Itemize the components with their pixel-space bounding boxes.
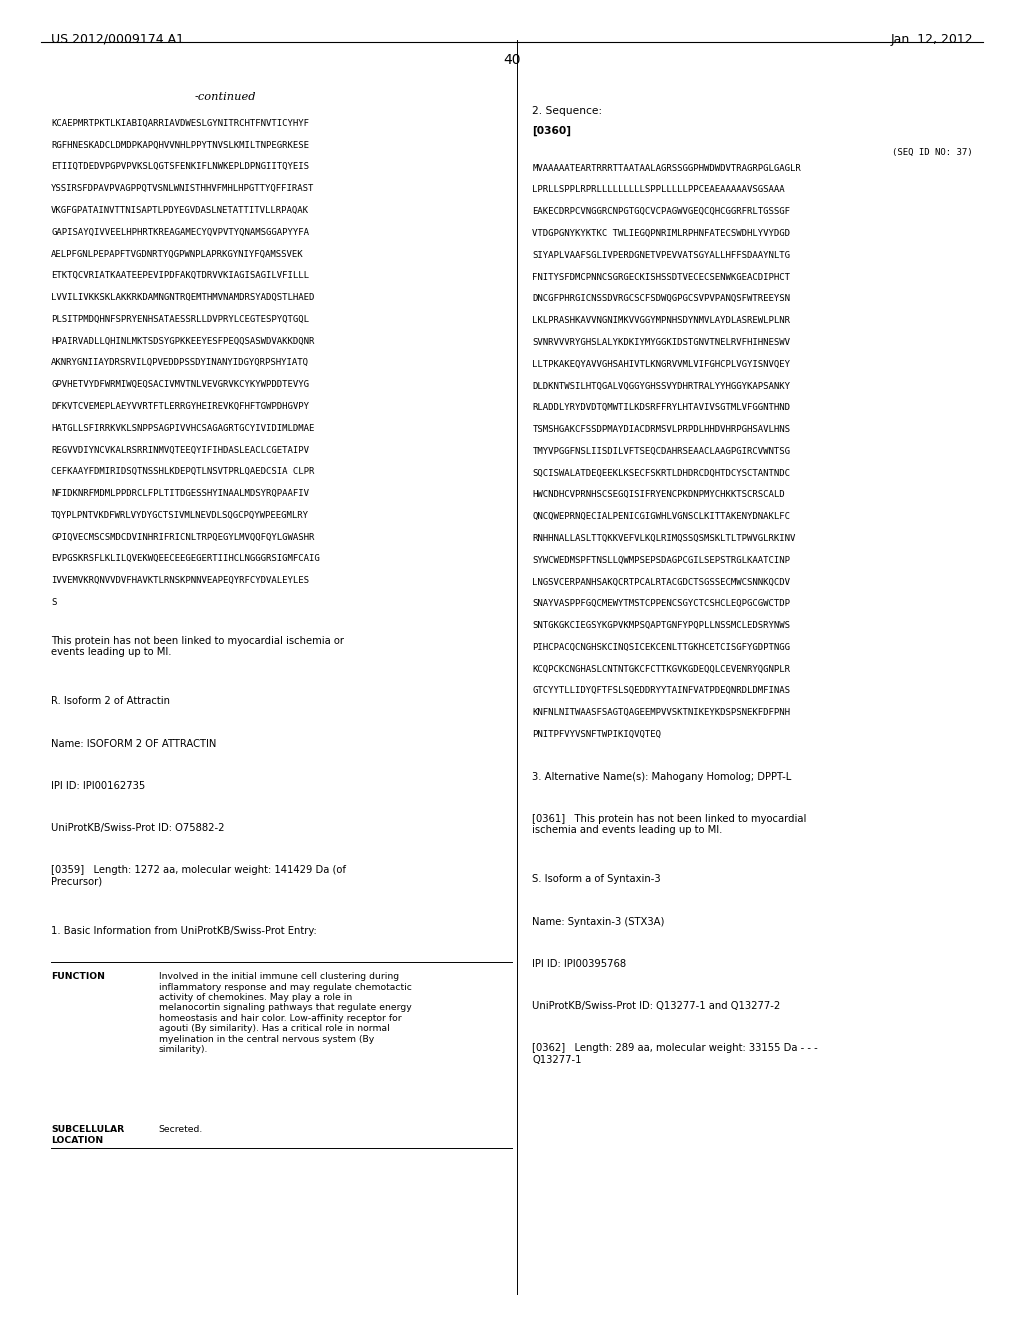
Text: This protein has not been linked to myocardial ischemia or
events leading up to : This protein has not been linked to myoc… [51, 636, 344, 657]
Text: DLDKNTWSILHTQGALVQGGYGHSSVYDHRTRALYYHGGYKAPSANKY: DLDKNTWSILHTQGALVQGGYGHSSVYDHRTRALYYHGGY… [532, 381, 791, 391]
Text: AKNRYGNIIAYDRSRVILQPVEDDPSSDYINANYIDGYQRPSHYIATQ: AKNRYGNIIAYDRSRVILQPVEDDPSSDYINANYIDGYQR… [51, 358, 309, 367]
Text: S: S [51, 598, 56, 607]
Text: S. Isoform a of Syntaxin-3: S. Isoform a of Syntaxin-3 [532, 875, 662, 884]
Text: AELPFGNLPEPAPFTVGDNRTYQGPWNPLAPRKGYNIYFQAMSSVEK: AELPFGNLPEPAPFTVGDNRTYQGPWNPLAPRKGYNIYFQ… [51, 249, 304, 259]
Text: (SEQ ID NO: 37): (SEQ ID NO: 37) [892, 148, 973, 157]
Text: RLADDLYRYDVDTQMWTILKDSRFFRYLHTAVIVSGTMLVFGGNTHND: RLADDLYRYDVDTQMWTILKDSRFFRYLHTAVIVSGTMLV… [532, 404, 791, 412]
Text: EVPGSKRSFLKLILQVEKWQEECEEGEGERTIIHCLNGGGRSIGMFCAIG: EVPGSKRSFLKLILQVEKWQEECEEGEGERTIIHCLNGGG… [51, 554, 319, 564]
Text: DFKVTCVEMEPLAEYVVRTFTLERRGYHEIREVKQFHFTGWPDHGVPY: DFKVTCVEMEPLAEYVVRTFTLERRGYHEIREVKQFHFTG… [51, 401, 309, 411]
Text: GTCYYTLLIDYQFTFSLSQEDDRYYTAINFVATPDEQNRDLDMFINAS: GTCYYTLLIDYQFTFSLSQEDDRYYTAINFVATPDEQNRD… [532, 686, 791, 696]
Text: 40: 40 [503, 53, 521, 67]
Text: UniProtKB/Swiss-Prot ID: O75882-2: UniProtKB/Swiss-Prot ID: O75882-2 [51, 824, 224, 833]
Text: RNHHNALLASLTTQKKVEFVLKQLRIMQSSQSMSKLTLTPWVGLRKINV: RNHHNALLASLTTQKKVEFVLKQLRIMQSSQSMSKLTLTP… [532, 535, 796, 543]
Text: GPIQVECMSCSMDCDVINHRIFRICNLTRPQEGYLMVQQFQYLGWASHR: GPIQVECMSCSMDCDVINHRIFRICNLTRPQEGYLMVQQF… [51, 532, 314, 541]
Text: LPRLLSPPLRPRLLLLLLLLLSPPLLLLLPPCEAEAAAAAVSGSAAA: LPRLLSPPLRPRLLLLLLLLLSPPLLLLLPPCEAEAAAAA… [532, 186, 785, 194]
Text: SVNRVVVRYGHSLALYKDKIYMYGGKIDSTGNVTNELRVFHIHNESWV: SVNRVVVRYGHSLALYKDKIYMYGGKIDSTGNVTNELRVF… [532, 338, 791, 347]
Text: IVVEMVKRQNVVDVFHAVKTLRNSKPNNVEAPEQYRFCYDVALEYLES: IVVEMVKRQNVVDVFHAVKTLRNSKPNNVEAPEQYRFCYD… [51, 576, 309, 585]
Text: Name: ISOFORM 2 OF ATTRACTIN: Name: ISOFORM 2 OF ATTRACTIN [51, 739, 216, 748]
Text: TQYPLPNTVKDFWRLVYDYGCTSIVMLNEVDLSQGCPQYWPEEGMLRY: TQYPLPNTVKDFWRLVYDYGCTSIVMLNEVDLSQGCPQYW… [51, 511, 309, 520]
Text: [0361]   This protein has not been linked to myocardial
ischemia and events lead: [0361] This protein has not been linked … [532, 813, 807, 836]
Text: QNCQWEPRNQECIALPENICGIGWHLVGNSCLKITTAKENYDNAKLFC: QNCQWEPRNQECIALPENICGIGWHLVGNSCLKITTAKEN… [532, 512, 791, 521]
Text: PIHCPACQCNGHSKCINQSICEKCENLTTGKHCETCISGFYGDPTNGG: PIHCPACQCNGHSKCINQSICEKCENLTTGKHCETCISGF… [532, 643, 791, 652]
Text: 3. Alternative Name(s): Mahogany Homolog; DPPT-L: 3. Alternative Name(s): Mahogany Homolog… [532, 771, 792, 781]
Text: -continued: -continued [195, 92, 256, 103]
Text: HPAIRVADLLQHINLMKTSDSYGPKKEEYESFPEQQSASWDVAKKDQNR: HPAIRVADLLQHINLMKTSDSYGPKKEEYESFPEQQSASW… [51, 337, 314, 346]
Text: [0362]   Length: 289 aa, molecular weight: 33155 Da - - -
Q13277-1: [0362] Length: 289 aa, molecular weight:… [532, 1043, 818, 1065]
Text: KCQPCKCNGHASLCNTNTGKCFCTTKGVKGDEQQLCEVENRYQGNPLR: KCQPCKCNGHASLCNTNTGKCFCTTKGVKGDEQQLCEVEN… [532, 665, 791, 673]
Text: SIYAPLVAAFSGLIVPERDGNETVPEVVATSGYALLHFFSDAAYNLTG: SIYAPLVAAFSGLIVPERDGNETVPEVVATSGYALLHFFS… [532, 251, 791, 260]
Text: SNAYVASPPFGQCMEWYTMSTCPPENCSGYCTCSHCLEQPGCGWCTDP: SNAYVASPPFGQCMEWYTMSTCPPENCSGYCTCSHCLEQP… [532, 599, 791, 609]
Text: [0359]   Length: 1272 aa, molecular weight: 141429 Da (of
Precursor): [0359] Length: 1272 aa, molecular weight… [51, 866, 346, 887]
Text: KNFNLNITWAASFSAGTQAGEEMPVVSKTNIKEYKDSPSNEKFDFPNH: KNFNLNITWAASFSAGTQAGEEMPVVSKTNIKEYKDSPSN… [532, 708, 791, 717]
Text: CEFKAAYFDMIRIDSQTNSSHLKDEPQTLNSVTPRLQAEDCSIA CLPR: CEFKAAYFDMIRIDSQTNSSHLKDEPQTLNSVTPRLQAED… [51, 467, 314, 477]
Text: KCAEPMRTPKTLKIABIQARRIAVDWESLGYNITRCHTFNVTICYHYF: KCAEPMRTPKTLKIABIQARRIAVDWESLGYNITRCHTFN… [51, 119, 309, 128]
Text: LKLPRASHKAVVNGNIMKVVGGYMPNHSDYNMVLAYDLASREWLPLNR: LKLPRASHKAVVNGNIMKVVGGYMPNHSDYNMVLAYDLAS… [532, 317, 791, 325]
Text: HWCNDHCVPRNHSCSEGQISIFRYENCPKDNPMYCHKKTSCRSCALD: HWCNDHCVPRNHSCSEGQISIFRYENCPKDNPMYCHKKTS… [532, 490, 785, 499]
Text: FUNCTION: FUNCTION [51, 972, 105, 981]
Text: PNITPFVYVSNFTWPIKIQVQTEQ: PNITPFVYVSNFTWPIKIQVQTEQ [532, 730, 662, 739]
Text: LNGSVCERPANHSAKQCRTPCALRTACGDCTSGSSECMWCSNNKQCDV: LNGSVCERPANHSAKQCRTPCALRTACGDCTSGSSECMWC… [532, 578, 791, 586]
Text: IPI ID: IPI00162735: IPI ID: IPI00162735 [51, 781, 145, 791]
Text: GPVHETVYDFWRMIWQEQSACIVMVTNLVEVGRVKCYKYWPDDTEVYG: GPVHETVYDFWRMIWQEQSACIVMVTNLVEVGRVKCYKYW… [51, 380, 309, 389]
Text: TMYVPGGFNSLIISDILVFTSEQCDAHRSEAACLAAGPGIRCVWNTSG: TMYVPGGFNSLIISDILVFTSEQCDAHRSEAACLAAGPGI… [532, 446, 791, 455]
Text: Secreted.: Secreted. [159, 1125, 203, 1134]
Text: HATGLLSFIRRKVKLSNPPSAGPIVVHCSAGAGRTGCYIVIDIMLDMAE: HATGLLSFIRRKVKLSNPPSAGPIVVHCSAGAGRTGCYIV… [51, 424, 314, 433]
Text: REGVVDIYNCVKALRSRRINMVQTEEQYIFIHDASLEACLCGETAIPV: REGVVDIYNCVKALRSRRINMVQTEEQYIFIHDASLEACL… [51, 445, 309, 454]
Text: VKGFGPATAINVTTNISAPTLPDYEGVDASLNETATTITVLLRPAQAK: VKGFGPATAINVTTNISAPTLPDYEGVDASLNETATTITV… [51, 206, 309, 215]
Text: VTDGPGNYKYKTKC TWLIEGQPNRIMLRPHNFATECSWDHLYVYDGD: VTDGPGNYKYKTKC TWLIEGQPNRIMLRPHNFATECSWD… [532, 230, 791, 238]
Text: 1. Basic Information from UniProtKB/Swiss-Prot Entry:: 1. Basic Information from UniProtKB/Swis… [51, 927, 317, 936]
Text: UniProtKB/Swiss-Prot ID: Q13277-1 and Q13277-2: UniProtKB/Swiss-Prot ID: Q13277-1 and Q1… [532, 1001, 780, 1011]
Text: Name: Syntaxin-3 (STX3A): Name: Syntaxin-3 (STX3A) [532, 916, 665, 927]
Text: IPI ID: IPI00395768: IPI ID: IPI00395768 [532, 958, 627, 969]
Text: FNITYSFDMCPNNCSGRGECKISHSSDTVECECSENWKGEACDIPHCT: FNITYSFDMCPNNCSGRGECKISHSSDTVECECSENWKGE… [532, 272, 791, 281]
Text: MVAAAAATEARTRRRTTAATAALAGRSSGGPHWDWDVTRAGRPGLGAGLR: MVAAAAATEARTRRRTTAATAALAGRSSGGPHWDWDVTRA… [532, 164, 801, 173]
Text: SUBCELLULAR
LOCATION: SUBCELLULAR LOCATION [51, 1125, 125, 1144]
Text: US 2012/0009174 A1: US 2012/0009174 A1 [51, 33, 184, 46]
Text: EAKECDRPCVNGGRCNPGTGQCVCPAGWVGEQCQHCGGRFRLTGSSGF: EAKECDRPCVNGGRCNPGTGQCVCPAGWVGEQCQHCGGRF… [532, 207, 791, 216]
Text: NFIDKNRFMDMLPPDRCLFPLTITDGESSHYINAALMDSYRQPAAFIV: NFIDKNRFMDMLPPDRCLFPLTITDGESSHYINAALMDSY… [51, 490, 309, 498]
Text: R. Isoform 2 of Attractin: R. Isoform 2 of Attractin [51, 697, 170, 706]
Text: LLTPKAKEQYAVVGHSAHIVTLKNGRVVMLVIFGHCPLVGYISNVQEY: LLTPKAKEQYAVVGHSAHIVTLKNGRVVMLVIFGHCPLVG… [532, 359, 791, 368]
Text: [0360]: [0360] [532, 125, 571, 136]
Text: PLSITPMDQHNFSPRYENHSATAESSRLLDVPRYLCEGTESPYQTGQL: PLSITPMDQHNFSPRYENHSATAESSRLLDVPRYLCEGTE… [51, 314, 309, 323]
Text: LVVILIVKKSKLAKKRKDAMNGNTRQEMTHMVNAMDRSYADQSTLHAED: LVVILIVKKSKLAKKRKDAMNGNTRQEMTHMVNAMDRSYA… [51, 293, 314, 302]
Text: TSMSHGAKCFSSDPMAYDIACDRMSVLPRPDLHHDVHRPGHSAVLHNS: TSMSHGAKCFSSDPMAYDIACDRMSVLPRPDLHHDVHRPG… [532, 425, 791, 434]
Text: ETIIQTDEDVPGPVPVKSLQGTSFENKIFLNWKEPLDPNGIITQYEIS: ETIIQTDEDVPGPVPVKSLQGTSFENKIFLNWKEPLDPNG… [51, 162, 309, 172]
Text: SNTGKGKCIEGSYKGPVKMPSQAPTGNFYPQPLLNSSMCLEDSRYNWS: SNTGKGKCIEGSYKGPVKMPSQAPTGNFYPQPLLNSSMCL… [532, 622, 791, 630]
Text: ETKTQCVRIATKAATEEPEVIPDFAKQTDRVVKIAGISAGILVFILLL: ETKTQCVRIATKAATEEPEVIPDFAKQTDRVVKIAGISAG… [51, 272, 309, 280]
Text: Involved in the initial immune cell clustering during
inflammatory response and : Involved in the initial immune cell clus… [159, 972, 412, 1053]
Text: DNCGFPHRGICNSSDVRGCSCFSDWQGPGCSVPVPANQSFWTREEYSN: DNCGFPHRGICNSSDVRGCSCFSDWQGPGCSVPVPANQSF… [532, 294, 791, 304]
Text: RGFHNESKADCLDMDPKAPQHVVNHLPPYTNVSLKMILTNPEGRKESE: RGFHNESKADCLDMDPKAPQHVVNHLPPYTNVSLKMILTN… [51, 140, 309, 149]
Text: YSSIRSFDPAVPVAGPPQTVSNLWNISTHHVFMHLHPGTTYQFFIRAST: YSSIRSFDPAVPVAGPPQTVSNLWNISTHHVFMHLHPGTT… [51, 183, 314, 193]
Text: GAPISAYQIVVEELHPHRTKREAGAMECYQVPVTYQNAMSGGAPYYFA: GAPISAYQIVVEELHPHRTKREAGAMECYQVPVTYQNAMS… [51, 227, 309, 236]
Text: SQCISWALATDEQEEKLKSECFSKRTLDHDRCDQHTDCYSCTANTNDC: SQCISWALATDEQEEKLKSECFSKRTLDHDRCDQHTDCYS… [532, 469, 791, 478]
Text: Jan. 12, 2012: Jan. 12, 2012 [890, 33, 973, 46]
Text: SYWCWEDMSPFTNSLLQWMPSEPSDAGPCGILSEPSTRGLKAATCINP: SYWCWEDMSPFTNSLLQWMPSEPSDAGPCGILSEPSTRGL… [532, 556, 791, 565]
Text: 2. Sequence:: 2. Sequence: [532, 106, 602, 116]
